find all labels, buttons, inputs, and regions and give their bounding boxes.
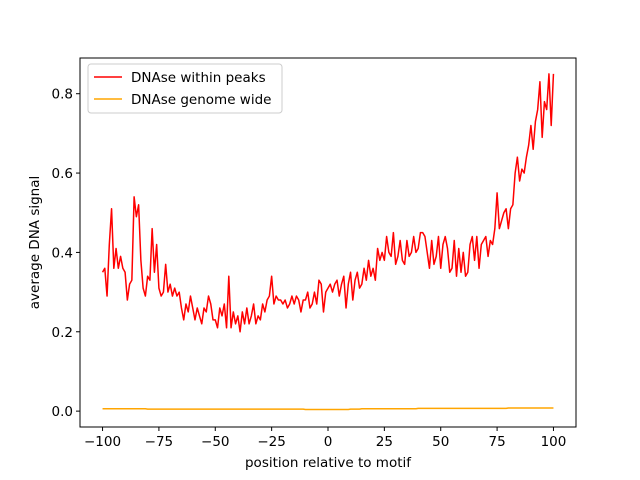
x-tick-label: −75 bbox=[145, 434, 174, 450]
y-tick-label: 0.2 bbox=[52, 325, 73, 341]
legend-box bbox=[87, 63, 283, 114]
x-tick-label: −100 bbox=[84, 434, 121, 450]
y-tick-label: 0.8 bbox=[52, 87, 73, 103]
data-line bbox=[102, 407, 554, 411]
legend-label: DNAse within peaks bbox=[131, 70, 266, 86]
x-axis-label: position relative to motif bbox=[245, 455, 412, 471]
x-tick-label: 0 bbox=[324, 434, 333, 450]
x-tick-label: −50 bbox=[201, 434, 230, 450]
x-tick-label: 75 bbox=[488, 434, 505, 450]
y-axis-label: average DNA signal bbox=[27, 176, 43, 310]
legend-label: DNAse genome wide bbox=[131, 92, 271, 108]
x-tick-label: 25 bbox=[376, 434, 393, 450]
y-tick-label: 0.4 bbox=[52, 245, 73, 261]
data-line bbox=[101, 73, 555, 333]
x-tick-label: 50 bbox=[432, 434, 449, 450]
x-tick-label: −25 bbox=[257, 434, 286, 450]
y-tick-label: 0.0 bbox=[52, 404, 73, 420]
y-tick-label: 0.6 bbox=[52, 166, 73, 182]
x-tick-label: 100 bbox=[541, 434, 567, 450]
